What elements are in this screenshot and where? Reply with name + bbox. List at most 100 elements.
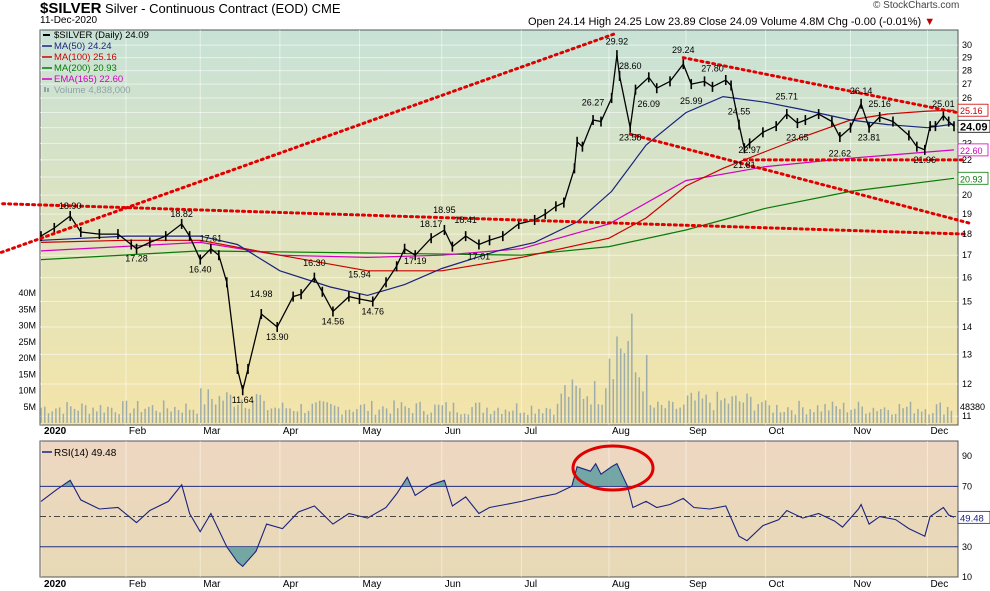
price-annotation: 21.81 [733,160,756,170]
volume-bar [370,400,373,423]
volume-bar [720,400,722,423]
volume-bar [307,410,310,423]
price-x-tick-label: Dec [930,426,948,437]
volume-bar [712,410,715,423]
volume-bar [831,401,834,423]
volume-bar [790,410,793,423]
price-annotation: 24.55 [728,107,751,117]
volume-bar [270,408,273,423]
volume-bar [854,408,856,423]
volume-bar [928,414,930,423]
legend-entry: EMA(165) 22.60 [54,74,123,85]
volume-bar [259,394,262,423]
volume-bar [478,402,481,423]
volume-bar [690,392,693,423]
trendline [0,202,967,236]
price-tick-label: 29 [962,53,972,63]
volume-bar [709,402,711,423]
price-tick-label: 13 [962,349,972,359]
price-tick-label: 26 [962,93,972,103]
volume-bar [359,404,362,423]
volume-bar [824,404,826,423]
volume-bar [296,411,299,423]
legend-entry: $SILVER (Daily) 24.09 [54,30,149,41]
volume-bar [749,396,752,423]
volume-bar [553,414,555,423]
volume-bar [222,400,224,423]
volume-bar [902,408,904,423]
volume-bar [244,407,247,423]
exchange-label: CME [311,1,341,16]
volume-bar [735,395,737,423]
price-annotation: 25.99 [680,96,703,106]
price-line [40,55,955,391]
price-tick-label: 28 [962,66,972,76]
legend-entry: MA(50) 24.24 [54,41,112,52]
volume-bar [887,410,889,423]
volume-bar [408,408,410,423]
volume-bar [203,404,206,423]
volume-bar [534,413,536,423]
volume-bar [419,401,421,423]
volume-bar [114,412,117,423]
right-value-label: 24.09 [960,121,988,133]
price-panel-background [39,29,959,426]
volume-bar [593,380,596,423]
volume-bar [772,412,774,423]
price-tick-label: 19 [962,209,972,219]
volume-tick-label: 15M [18,369,36,379]
volume-bar [865,413,867,423]
volume-bar [683,404,685,423]
rsi-x-tick-label: Oct [769,579,785,590]
volume-bar [456,412,458,423]
volume-bar [549,408,551,423]
volume-bar [776,404,778,423]
price-tick-label: 11 [962,411,971,421]
volume-bar [816,405,819,423]
volume-bar [850,409,852,423]
volume-bar [768,405,771,423]
volume-bar [255,394,258,423]
volume-bar [404,406,406,423]
volume-bar [96,411,98,423]
volume-bar [586,396,589,423]
volume-bar [906,406,908,423]
volume-bar [159,412,161,423]
price-annotation: 15.94 [348,270,371,280]
volume-bar [44,406,46,423]
price-annotation: 16.40 [189,265,212,275]
volume-tick-label: 10M [18,386,36,396]
volume-bar [597,404,600,423]
price-tick-label: 30 [962,40,972,50]
volume-bar [415,403,418,423]
volume-bar [103,412,105,423]
price-tick-label: 18 [962,229,972,239]
instrument-name: Silver - Continuous Contract (EOD) [105,1,309,16]
volume-bar [575,385,577,423]
rsi-x-tick-label: Apr [283,579,299,590]
volume-bar [55,408,57,423]
price-annotation: 17.19 [404,256,427,266]
rsi-tick-label: 90 [962,451,972,461]
volume-bar [694,400,696,423]
volume-bar [489,414,492,423]
price-x-tick-label: Apr [283,426,299,437]
volume-bar [348,409,351,423]
volume-bar [608,358,611,423]
volume-bar [493,410,496,423]
volume-bar [423,411,425,423]
right-label-box [957,171,989,185]
ema165-line [40,149,955,259]
volume-bar [367,410,369,423]
price-annotation: 17.28 [125,254,148,264]
volume-bar [820,411,823,423]
ma100-line [40,109,955,272]
volume-bar [356,409,358,423]
rsi-tick-label: 30 [962,542,972,552]
volume-bar [482,412,484,423]
volume-bar [924,409,927,423]
price-x-tick-label: May [362,426,381,437]
volume-bar [58,407,61,423]
volume-bar [426,414,429,423]
volume-bar [170,411,172,423]
